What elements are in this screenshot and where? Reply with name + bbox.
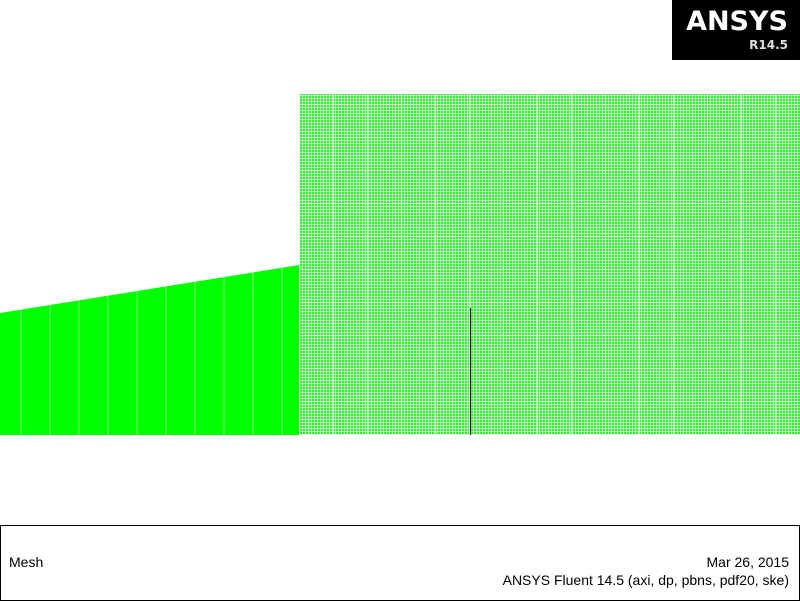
ansys-logo: ANSYS R14.5	[672, 0, 800, 60]
title-panel: Mesh Mar 26, 2015 ANSYS Fluent 14.5 (axi…	[0, 525, 800, 601]
graphics-viewport[interactable]	[0, 0, 800, 520]
logo-brand: ANSYS	[686, 6, 788, 37]
right-mesh-zone	[299, 94, 800, 435]
version-label: ANSYS Fluent 14.5 (axi, dp, pbns, pdf20,…	[502, 572, 789, 588]
left-mesh-zone	[0, 265, 299, 435]
display-title: Mesh	[9, 554, 44, 570]
logo-release: R14.5	[749, 38, 788, 52]
date-label: Mar 26, 2015	[706, 554, 790, 570]
axis-line	[470, 308, 471, 435]
